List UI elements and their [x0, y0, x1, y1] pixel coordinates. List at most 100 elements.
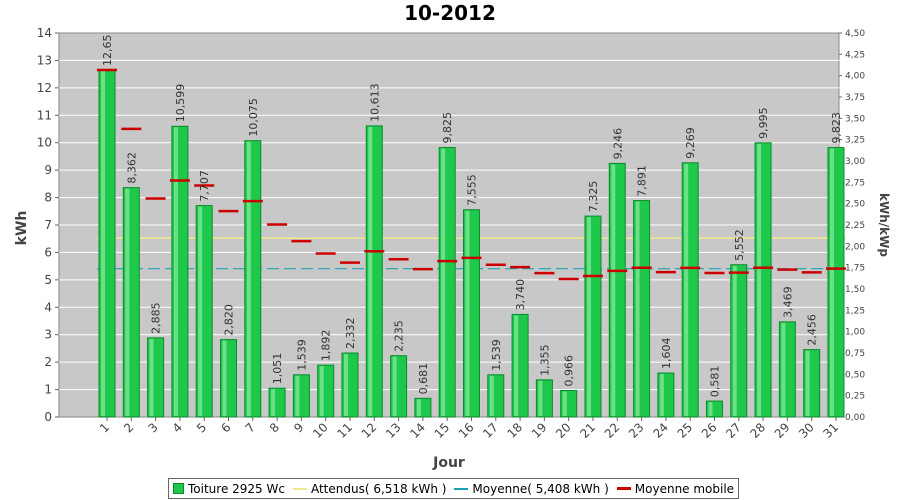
x-tick-label: 29 [772, 420, 793, 441]
data-label: 2,820 [222, 304, 235, 336]
bar-highlight [149, 338, 154, 416]
bar-highlight [246, 141, 251, 416]
y-tick-label: 10 [37, 136, 52, 150]
data-label: 1,604 [660, 338, 673, 370]
x-tick-label: 23 [626, 420, 647, 441]
bar-highlight [271, 389, 276, 416]
data-label: 9,823 [830, 112, 843, 144]
y-tick-label: 2 [44, 355, 52, 369]
data-label: 0,581 [708, 366, 721, 398]
legend-item-average: Moyenne( 5,408 kWh ) [450, 482, 612, 496]
x-axis-ticks: 1 2 3 4 5 6 7 8 9 10 11 12 13 14 15 16 17 18 19 20 21 22 23 24 2… [97, 417, 841, 441]
legend-label: Attendus( 6,518 kWh ) [310, 481, 447, 496]
x-tick-label: 7 [243, 420, 258, 435]
y-tick-label: 13 [37, 53, 52, 67]
y-tick-label: 6 [44, 245, 52, 259]
legend-bar-swatch [173, 483, 184, 494]
legend-line-swatch [454, 487, 469, 490]
x-tick-label: 3 [145, 420, 160, 435]
y2-tick-label: 2,50 [845, 200, 865, 210]
data-label: 12,65 [101, 35, 114, 67]
bar-highlight [684, 163, 689, 416]
y2-axis-title: kWh/kWp [877, 193, 891, 257]
data-label: 1,051 [271, 353, 284, 385]
data-label: 3,469 [781, 286, 794, 318]
bar-highlight [514, 315, 519, 416]
bar-highlight [805, 350, 810, 416]
x-tick-label: 12 [359, 420, 380, 441]
data-label: 0,966 [563, 355, 576, 387]
data-label: 9,246 [611, 128, 624, 160]
chart-title: 10-2012 [404, 1, 496, 25]
bar-highlight [489, 375, 494, 416]
y2-tick-label: 1,75 [845, 264, 865, 274]
x-tick-label: 1 [97, 420, 112, 435]
data-label: 1,892 [320, 330, 333, 362]
x-tick-label: 15 [432, 420, 453, 441]
bar-highlight [319, 366, 324, 416]
x-tick-label: 8 [267, 420, 282, 435]
legend-line-swatch [616, 487, 631, 490]
x-tick-label: 6 [218, 420, 233, 435]
bar-highlight [222, 340, 227, 416]
data-label: 8,362 [125, 152, 138, 184]
y-tick-label: 4 [44, 300, 52, 314]
y2-tick-label: 2,75 [845, 178, 865, 188]
data-label: 7,325 [587, 181, 600, 213]
x-tick-label: 26 [699, 420, 720, 441]
y-tick-label: 9 [44, 163, 52, 177]
data-label: 9,269 [684, 127, 697, 159]
y-tick-label: 8 [44, 191, 52, 205]
data-label: 7,555 [465, 174, 478, 206]
bar-highlight [173, 127, 178, 416]
legend-label: Moyenne( 5,408 kWh ) [472, 481, 609, 496]
data-label: 2,332 [344, 318, 357, 350]
legend-line-swatch [292, 487, 307, 490]
x-tick-label: 9 [291, 420, 306, 435]
bar-highlight [416, 399, 421, 416]
bar-highlight [198, 206, 203, 416]
bar-highlight [295, 375, 300, 416]
data-label: 9,825 [441, 112, 454, 144]
x-tick-label: 27 [723, 420, 744, 441]
x-tick-label: 19 [529, 420, 550, 441]
y2-tick-label: 1,50 [845, 285, 865, 295]
bar-highlight [343, 354, 348, 416]
y2-axis-ticks: 0,00 0,25 0,50 0,75 1,00 1,25 1,50 1,75 2,00 2,25… [839, 29, 865, 423]
y-tick-label: 3 [44, 328, 52, 342]
data-label: 1,355 [538, 344, 551, 376]
y2-tick-label: 2,00 [845, 242, 865, 252]
y-tick-label: 1 [44, 383, 52, 397]
bar-highlight [441, 148, 446, 416]
y2-tick-label: 4,00 [845, 72, 865, 82]
x-tick-label: 31 [820, 420, 841, 441]
bar-highlight [829, 148, 834, 416]
data-label: 10,613 [368, 83, 381, 122]
data-label: 9,995 [757, 107, 770, 139]
x-tick-label: 20 [553, 420, 574, 441]
x-tick-label: 16 [456, 420, 477, 441]
bar-highlight [732, 265, 737, 416]
data-label: 1,539 [490, 339, 503, 371]
legend-label: Moyenne mobile [634, 481, 735, 496]
y-tick-label: 12 [37, 81, 52, 95]
x-tick-label: 4 [170, 420, 185, 435]
bar-highlight [101, 71, 105, 417]
x-tick-label: 5 [194, 420, 209, 435]
y2-tick-label: 1,25 [845, 306, 865, 316]
legend-item-moving-average: Moyenne mobile [613, 482, 738, 496]
y2-tick-label: 4,25 [845, 50, 865, 60]
data-labels: 12,65 8,362 2,885 10,599 7,707 2,820 10,075 1,0… [101, 35, 843, 398]
x-tick-label: 2 [121, 420, 136, 435]
data-label: 10,075 [247, 98, 260, 137]
moving-average [97, 68, 846, 281]
bar-highlight [781, 322, 786, 416]
y2-tick-label: 1,00 [845, 328, 865, 338]
x-tick-label: 14 [407, 420, 428, 441]
y-tick-label: 0 [44, 410, 52, 424]
data-label: 2,456 [806, 314, 819, 346]
y-tick-label: 11 [37, 108, 52, 122]
x-axis-title: Jour [432, 455, 465, 471]
